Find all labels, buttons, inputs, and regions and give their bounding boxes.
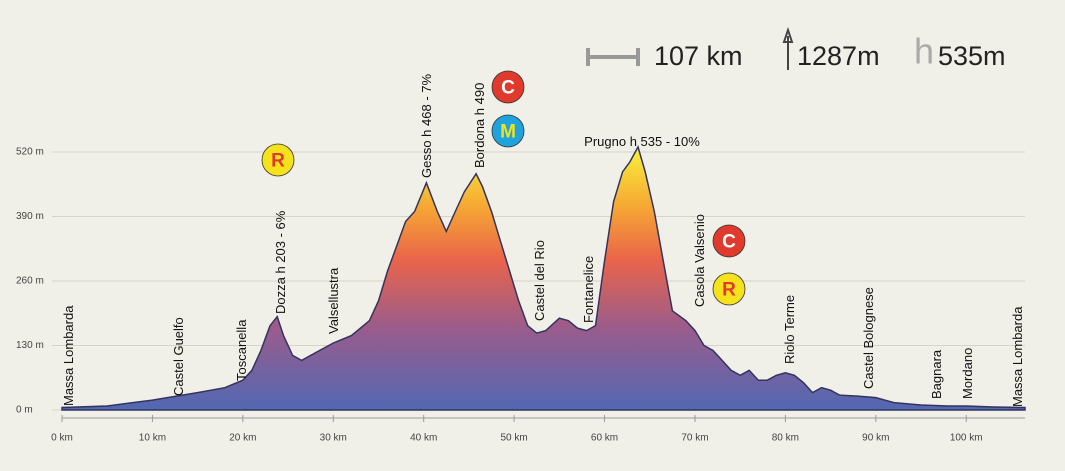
max-height: 535m <box>938 41 1006 71</box>
x-tick-label: 0 km <box>51 433 73 444</box>
x-tick-label: 100 km <box>950 433 983 444</box>
place-label: Mordano <box>960 348 975 399</box>
distance: 107 km <box>654 41 743 71</box>
x-tick-label: 40 km <box>410 433 437 444</box>
x-tick-label: 30 km <box>320 433 347 444</box>
place-label: Massa Lombarda <box>1010 306 1025 407</box>
icon-badge <box>261 143 295 177</box>
icon-letter: R <box>722 280 736 301</box>
place-label: Bordona h 490 <box>472 83 487 168</box>
place-label: Castel del Rio <box>532 240 547 321</box>
elevation-area <box>61 145 1026 411</box>
place-label: Bagnara <box>929 349 944 399</box>
x-tick-label: 50 km <box>500 433 527 444</box>
place-label: Valsellustra <box>326 267 341 334</box>
place-label: Dozza h 203 - 6% <box>273 210 288 314</box>
icon-letter: C <box>501 78 515 99</box>
place-label: Riolo Terme <box>782 295 797 364</box>
place-label: Gesso h 468 - 7% <box>419 74 434 178</box>
icon-badge <box>491 114 525 148</box>
y-tick-label: 260 m <box>16 276 44 287</box>
place-label: Fontanelice <box>581 256 596 323</box>
icon-letter: C <box>722 232 736 253</box>
climb-icon <box>782 26 794 70</box>
place-label: Prugno h 535 - 10% <box>584 134 700 149</box>
y-tick-label: 130 m <box>16 340 44 351</box>
icon-badge <box>712 224 746 258</box>
x-tick-label: 60 km <box>591 433 618 444</box>
y-tick-label: 0 m <box>16 405 33 416</box>
place-label: Castel Bolognese <box>861 287 876 389</box>
icon-letter: R <box>271 151 285 172</box>
x-tick-label: 70 km <box>681 433 708 444</box>
place-label: Casola Valsenio <box>692 214 707 307</box>
icon-letter: M <box>500 122 516 143</box>
x-tick-label: 20 km <box>229 433 256 444</box>
icon-badge <box>491 70 525 104</box>
place-label: Castel Guelfo <box>171 317 186 396</box>
place-label: Toscanella <box>234 319 249 381</box>
x-tick-label: 10 km <box>139 433 166 444</box>
x-tick-label: 90 km <box>862 433 889 444</box>
climb: 1287m <box>797 41 880 71</box>
x-tick-label: 80 km <box>772 433 799 444</box>
icon-badge <box>712 272 746 306</box>
place-label: Massa Lombarda <box>61 305 76 406</box>
y-tick-label: 520 m <box>16 147 44 158</box>
y-tick-label: 390 m <box>16 211 44 222</box>
height-symbol: h <box>914 31 934 72</box>
